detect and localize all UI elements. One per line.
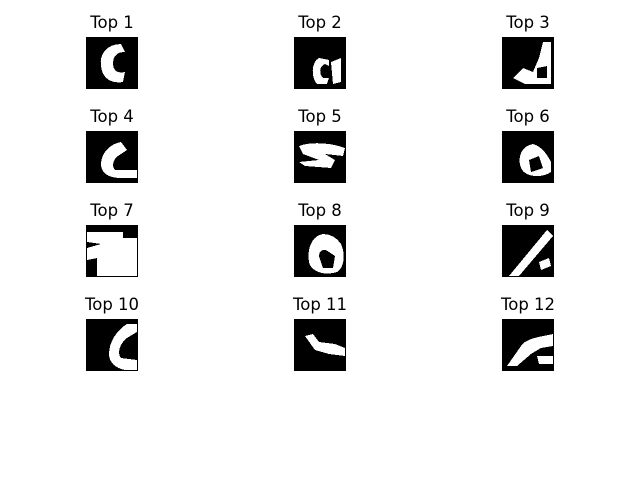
- panel-title: Top 11: [292, 295, 348, 314]
- digit-patch-image: [294, 131, 346, 183]
- panel-11: Top 11: [240, 293, 400, 373]
- panel-9: Top 9: [448, 199, 608, 279]
- panel-title: Top 4: [90, 107, 134, 126]
- panel-title: Top 9: [506, 201, 550, 220]
- digit-patch-image: [86, 225, 138, 277]
- panel-12: Top 12: [448, 293, 608, 373]
- digit-patch-image: [294, 319, 346, 371]
- digit-patch-image: [502, 225, 554, 277]
- panel-6: Top 6: [448, 105, 608, 185]
- digit-patch-image: [86, 319, 138, 371]
- digit-patch-image: [502, 131, 554, 183]
- panel-title: Top 6: [506, 107, 550, 126]
- digit-patch-image: [86, 37, 138, 89]
- panel-7: Top 7: [32, 199, 192, 279]
- panel-title: Top 1: [90, 13, 134, 32]
- panel-title: Top 7: [90, 201, 134, 220]
- panel-2: Top 2: [240, 11, 400, 91]
- panel-8: Top 8: [240, 199, 400, 279]
- digit-patch-image: [294, 37, 346, 89]
- panel-title: Top 5: [298, 107, 342, 126]
- panel-title: Top 8: [298, 201, 342, 220]
- panel-10: Top 10: [32, 293, 192, 373]
- panel-5: Top 5: [240, 105, 400, 185]
- panel-4: Top 4: [32, 105, 192, 185]
- panel-title: Top 12: [500, 295, 556, 314]
- panel-title: Top 10: [84, 295, 140, 314]
- digit-patch-image: [294, 225, 346, 277]
- panel-1: Top 1: [32, 11, 192, 91]
- digit-patch-image: [86, 131, 138, 183]
- panel-title: Top 3: [506, 13, 550, 32]
- digit-patch-image: [502, 37, 554, 89]
- panel-3: Top 3: [448, 11, 608, 91]
- digit-patch-image: [502, 319, 554, 371]
- panel-title: Top 2: [298, 13, 342, 32]
